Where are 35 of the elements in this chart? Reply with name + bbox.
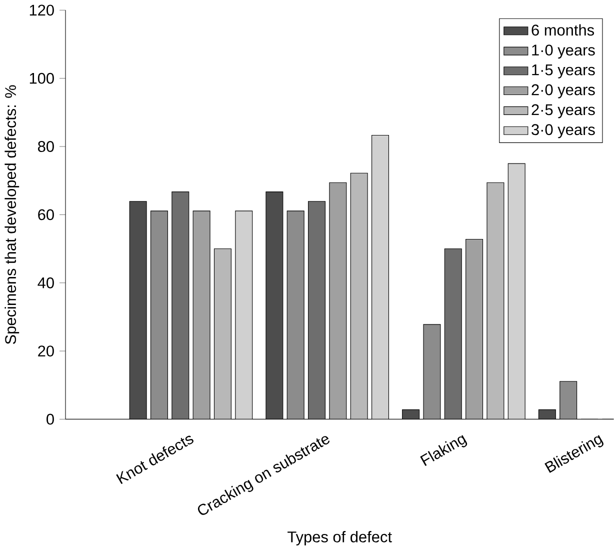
bar (130, 201, 147, 420)
bar (266, 192, 283, 420)
bar (538, 409, 556, 420)
bar (372, 134, 389, 420)
y-tick-label: 40 (38, 277, 54, 288)
bar (192, 210, 210, 420)
bar (150, 210, 168, 420)
legend-label: 1·0 years (532, 44, 595, 59)
y-axis-title: Specimens that developed defects: % (4, 85, 20, 344)
x-axis-title: Types of defect (288, 530, 392, 546)
bar (444, 248, 462, 420)
y-tick-label: 120 (30, 4, 54, 16)
y-tick-label: 0 (46, 414, 54, 425)
bar (486, 182, 504, 420)
bar (350, 172, 368, 420)
legend-label: 3·0 years (532, 124, 595, 138)
legend-label: 2·0 years (532, 84, 595, 98)
y-tick-label: 60 (38, 209, 54, 220)
bar (308, 201, 326, 420)
bar (466, 238, 484, 420)
bar (508, 163, 526, 420)
bar (402, 410, 420, 420)
legend-label: 6 months (532, 24, 594, 36)
legend-label: 2·5 years (532, 104, 595, 118)
bar (214, 248, 232, 420)
legend-label: 1·5 years (532, 64, 595, 78)
bar (235, 210, 253, 420)
bar (560, 381, 578, 420)
y-tick-label: 80 (38, 140, 54, 152)
bar (287, 210, 304, 420)
bar (172, 192, 189, 420)
y-tick-label: 100 (30, 72, 54, 84)
bar (329, 182, 347, 420)
bar (424, 324, 440, 420)
y-tick-label: 20 (38, 346, 54, 356)
